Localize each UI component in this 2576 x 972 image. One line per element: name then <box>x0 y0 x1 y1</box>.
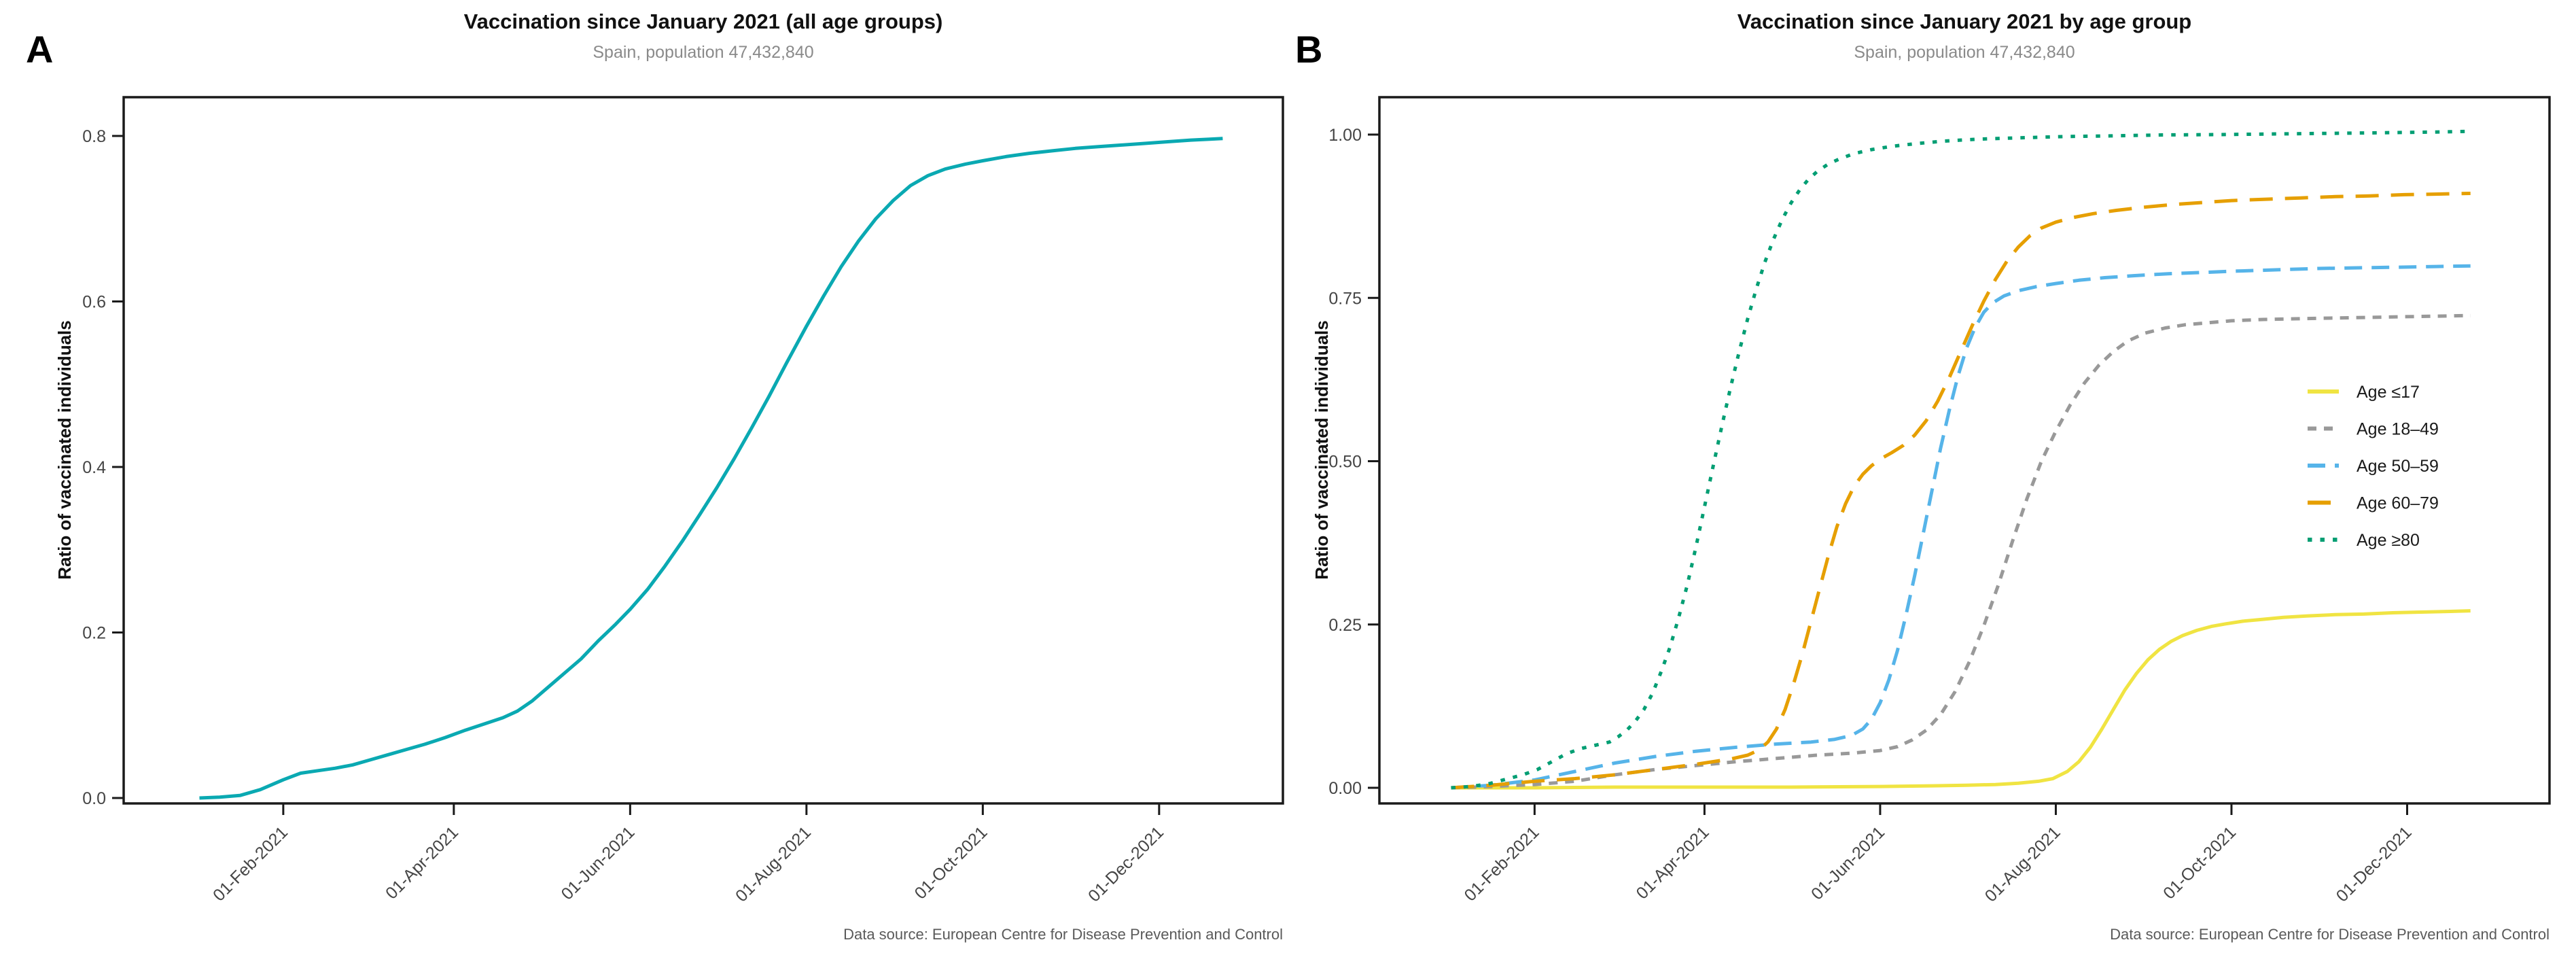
y-tick-label: 0.25 <box>1328 616 1362 635</box>
x-tick-label: 01-Jun-2021 <box>558 822 639 903</box>
y-tick-label: 0.50 <box>1328 453 1362 472</box>
panel-b: B Vaccination since January 2021 by age … <box>1295 10 2551 943</box>
series-line-age-17 <box>1451 609 2471 790</box>
panel-a-y-axis-title: Ratio of vaccinated individuals <box>54 320 75 579</box>
panel-b-legend: Age ≤17 Age 18–49 Age 50–59 Age 60–79 Age ≥8… <box>2308 383 2439 550</box>
x-tick-label: 01-Feb-2021 <box>1461 822 1543 905</box>
x-tick-label: 01-Oct-2021 <box>2159 822 2240 903</box>
y-tick-label: 0.8 <box>82 127 106 146</box>
legend-label-age-50-59: Age 50–59 <box>2357 457 2439 476</box>
panel-a-caption: Data source: European Centre for Disease… <box>843 926 1283 943</box>
panel-b-letter: B <box>1295 28 1322 71</box>
x-tick-label: 01-Oct-2021 <box>911 822 991 903</box>
panel-b-caption: Data source: European Centre for Disease… <box>2110 926 2549 943</box>
panel-a-title: Vaccination since January 2021 (all age … <box>464 10 943 33</box>
legend-label-age-80: Age ≥80 <box>2357 531 2420 550</box>
series-line-age-80 <box>1451 129 2471 790</box>
x-tick-label: 01-Apr-2021 <box>382 822 462 903</box>
series-line-all-age-groups <box>199 137 1223 800</box>
x-tick-label: 01-Apr-2021 <box>1633 822 1713 903</box>
series-line-age-18-49 <box>1451 313 2471 790</box>
y-tick-label: 0.0 <box>82 789 106 808</box>
legend-label-age-18-49: Age 18–49 <box>2357 420 2439 439</box>
plot-border <box>1378 96 2551 805</box>
y-tick-label: 0.6 <box>82 293 106 312</box>
panel-a-plot-area: 01-Feb-2021 01-Apr-2021 01-Jun-2021 01-Aug-… <box>82 96 1284 905</box>
x-tick-label: 01-Aug-2021 <box>1981 822 2064 905</box>
y-tick-label: 0.75 <box>1328 289 1362 308</box>
panel-b-subtitle: Spain, population 47,432,840 <box>1854 43 2075 62</box>
series-line-age-50-59 <box>1451 264 2471 790</box>
panel-a: A Vaccination since January 2021 (all ag… <box>26 10 1284 943</box>
x-tick-label: 01-Feb-2021 <box>209 822 292 905</box>
panel-a-subtitle: Spain, population 47,432,840 <box>593 43 813 62</box>
y-tick-label: 0.2 <box>82 624 106 643</box>
legend-label-age-60-79: Age 60–79 <box>2357 494 2439 513</box>
plot-border <box>122 96 1284 805</box>
panel-b-title: Vaccination since January 2021 by age gr… <box>1737 10 2192 33</box>
y-tick-label: 0.4 <box>82 458 106 477</box>
x-tick-label: 01-Dec-2021 <box>2333 822 2416 905</box>
series-line-age-60-79 <box>1451 192 2471 790</box>
legend-label-age-17: Age ≤17 <box>2357 383 2420 402</box>
panel-a-letter: A <box>26 28 53 71</box>
x-tick-label: 01-Aug-2021 <box>732 822 815 905</box>
x-tick-label: 01-Jun-2021 <box>1807 822 1888 903</box>
panel-b-y-axis-title: Ratio of vaccinated individuals <box>1311 320 1332 579</box>
x-tick-label: 01-Dec-2021 <box>1084 822 1167 905</box>
y-tick-label: 1.00 <box>1328 126 1362 145</box>
y-tick-label: 0.00 <box>1328 779 1362 798</box>
